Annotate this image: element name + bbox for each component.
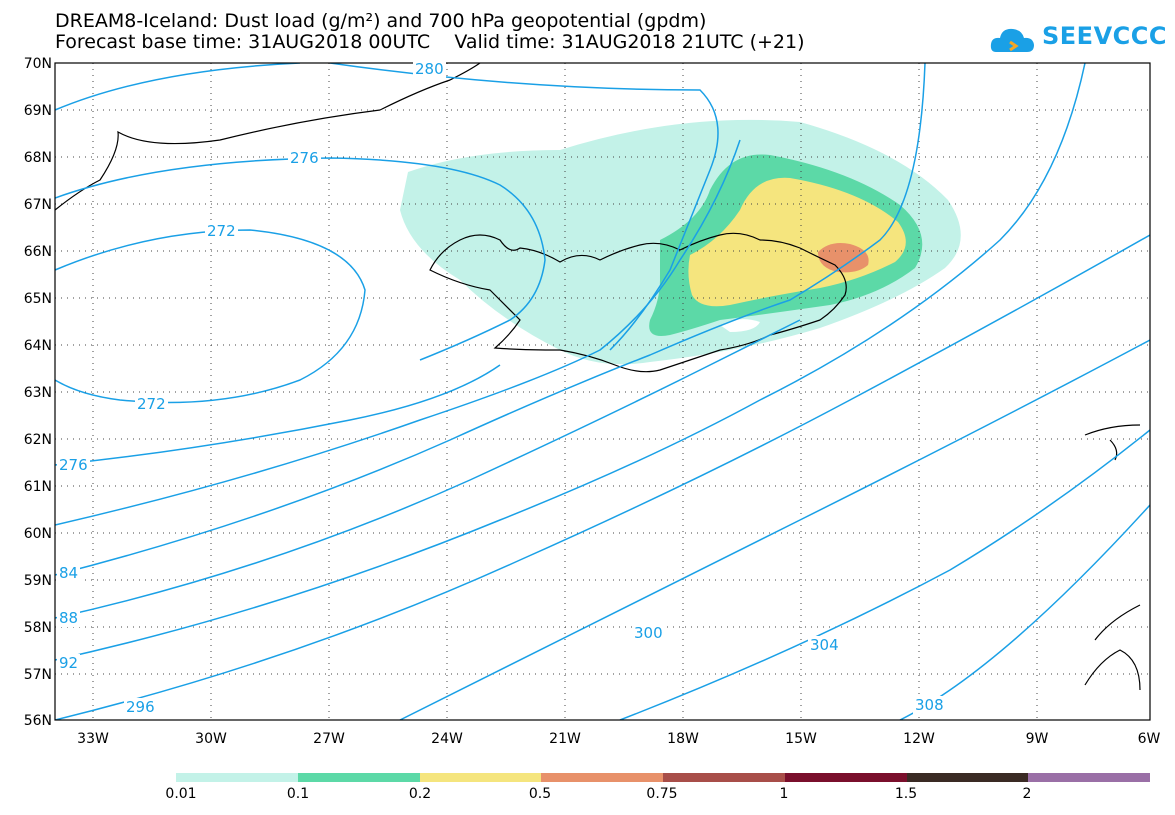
map-title-line1: DREAM8-Iceland: Dust load (g/m²) and 700… [55,10,707,32]
legend-label: 2 [1022,786,1032,802]
lat-label: 67N [23,197,52,213]
lat-label: 62N [23,432,52,448]
contour-label-272: 272 [135,395,168,413]
logo-text: SEEVCCC [1042,22,1167,50]
lat-label: 56N [23,713,52,729]
legend-label: 0.1 [286,786,310,802]
dust-area-0.5 [818,243,869,273]
lat-label: 68N [23,150,52,166]
legend-label: 1.5 [894,786,918,802]
map-title-line2: Forecast base time: 31AUG2018 00UTC Vali… [55,31,805,53]
coastline [55,63,1141,691]
legend-swatch [541,773,663,782]
lat-label: 60N [23,526,52,542]
legend-swatch [297,773,420,782]
contour-label-280: 280 [413,60,446,78]
contour-label-308: 308 [913,696,946,714]
legend-label: 1 [779,786,789,802]
lon-label: 12W [903,731,935,747]
contour-label-276: 276 [288,149,321,167]
legend-label: 0.5 [528,786,552,802]
legend-swatch [176,773,298,782]
lon-label: 33W [77,731,109,747]
lat-label: 57N [23,667,52,683]
contour-label-300: 300 [632,624,665,642]
contour-label-304: 304 [808,636,841,654]
contour-label-296: 296 [124,698,157,716]
lat-label: 64N [23,338,52,354]
lat-label: 61N [23,479,52,495]
contour-label-292: 92 [57,654,81,672]
legend-label: 0.2 [408,786,432,802]
legend-swatch [784,773,907,782]
legend-colorbar [176,773,1150,782]
cloud-icon [990,28,1034,52]
lon-label: 30W [195,731,227,747]
lat-label: 69N [23,103,52,119]
lon-label: 21W [549,731,581,747]
contour-label-288: 88 [57,609,81,627]
plot-frame [54,62,1151,721]
lat-label: 70N [23,56,52,72]
legend-swatch [663,773,785,782]
lat-label: 66N [23,244,52,260]
lat-label: 58N [23,620,52,636]
lon-label: 9W [1025,731,1049,747]
contour-label-272: 272 [205,222,238,240]
legend-swatch [1028,773,1150,782]
dust-area-0.2 [688,177,906,307]
legend-swatch [419,773,542,782]
legend-swatch [906,773,1029,782]
legend-label: 0.75 [646,786,678,802]
lon-label: 24W [431,731,463,747]
contour-label-276: 276 [57,456,90,474]
lat-label: 63N [23,385,52,401]
lat-label: 65N [23,291,52,307]
legend-label: 0.01 [165,786,197,802]
lon-label: 18W [667,731,699,747]
contour-label-284: 84 [57,564,81,582]
lat-label: 59N [23,573,52,589]
lon-label: 27W [313,731,345,747]
geopotential-contours [55,63,1150,720]
lon-label: 6W [1137,731,1161,747]
lon-label: 15W [785,731,817,747]
